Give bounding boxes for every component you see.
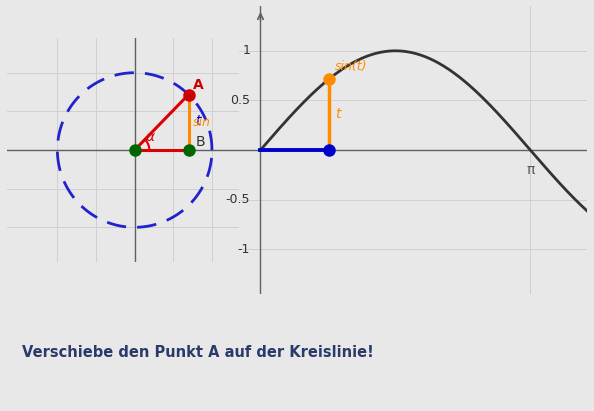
- Text: Verschiebe den Punkt A auf der Kreislinie!: Verschiebe den Punkt A auf der Kreislini…: [21, 345, 374, 360]
- Text: 1: 1: [242, 44, 250, 57]
- Text: A: A: [193, 78, 204, 92]
- Text: t: t: [335, 107, 341, 121]
- Text: π: π: [526, 163, 535, 177]
- Text: sin(t): sin(t): [335, 60, 368, 73]
- Text: -0.5: -0.5: [226, 193, 250, 206]
- Text: 0.5: 0.5: [230, 94, 250, 107]
- Text: B: B: [195, 135, 205, 149]
- Text: α: α: [146, 130, 154, 144]
- Text: -1: -1: [238, 243, 250, 256]
- Text: sin: sin: [192, 116, 210, 129]
- Text: t: t: [195, 114, 200, 128]
